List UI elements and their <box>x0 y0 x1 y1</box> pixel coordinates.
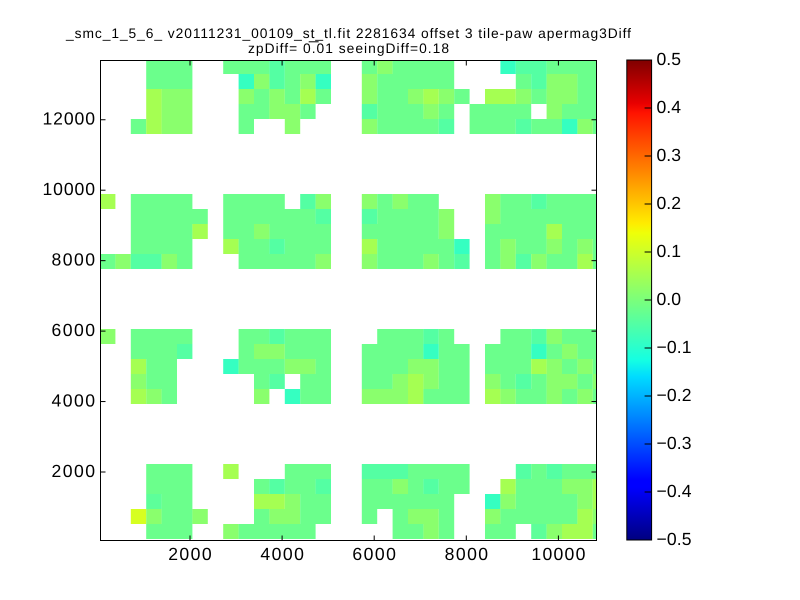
svg-text:0.5: 0.5 <box>657 49 682 69</box>
svg-text:2000: 2000 <box>52 461 96 481</box>
svg-text:8000: 8000 <box>52 250 96 270</box>
svg-text:12000: 12000 <box>43 109 96 129</box>
svg-text:10000: 10000 <box>531 544 585 564</box>
svg-text:−0.4: −0.4 <box>657 481 692 501</box>
svg-text:_smc_1_5_6_ v20111231_00109_st: _smc_1_5_6_ v20111231_00109_st_tl.fit 22… <box>65 26 631 41</box>
svg-text:8000: 8000 <box>445 544 489 564</box>
svg-text:2000: 2000 <box>168 544 212 564</box>
svg-text:zpDiff= 0.01 seeingDiff=0.18: zpDiff= 0.01 seeingDiff=0.18 <box>248 41 449 56</box>
svg-text:−0.5: −0.5 <box>657 529 692 549</box>
svg-text:0.1: 0.1 <box>657 241 682 261</box>
svg-text:0.3: 0.3 <box>657 145 682 165</box>
svg-text:0.0: 0.0 <box>657 289 682 309</box>
svg-text:4000: 4000 <box>52 390 96 410</box>
svg-text:0.4: 0.4 <box>657 97 682 117</box>
svg-text:−0.3: −0.3 <box>657 433 692 453</box>
svg-text:−0.1: −0.1 <box>657 337 692 357</box>
svg-text:0.2: 0.2 <box>657 193 682 213</box>
svg-text:6000: 6000 <box>352 544 396 564</box>
svg-text:4000: 4000 <box>260 544 304 564</box>
svg-text:−0.2: −0.2 <box>657 385 692 405</box>
svg-text:6000: 6000 <box>52 320 96 340</box>
svg-text:10000: 10000 <box>43 179 96 199</box>
